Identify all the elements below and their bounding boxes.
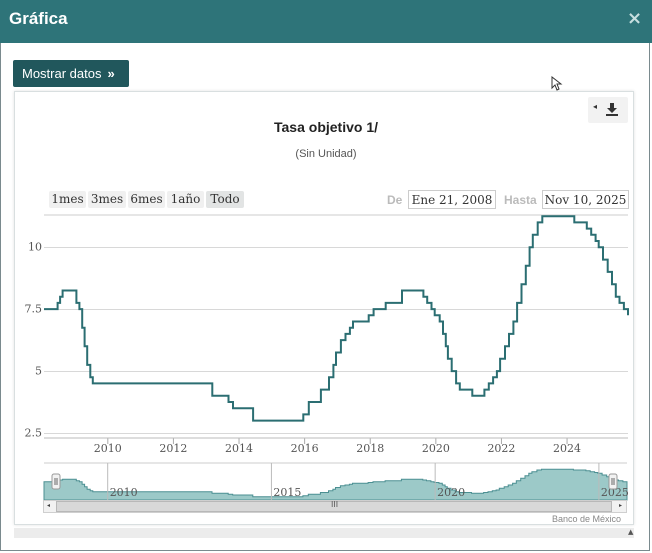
- range-button-todo[interactable]: Todo: [206, 191, 244, 208]
- x-tick-label: 2016: [291, 442, 319, 455]
- y-tick-label: 10: [28, 241, 42, 254]
- from-label: De: [387, 193, 403, 207]
- navigator-handle-right[interactable]: [608, 473, 618, 490]
- y-tick-label: 7.5: [25, 303, 43, 316]
- range-button-3mes[interactable]: 3mes: [88, 191, 126, 208]
- chart-panel: [14, 91, 634, 525]
- range-button-1ano[interactable]: 1año: [167, 191, 204, 208]
- x-tick-label: 2020: [422, 442, 450, 455]
- x-tick-label: 2018: [356, 442, 384, 455]
- caret-left-icon: ◂: [593, 102, 598, 111]
- from-date-input[interactable]: Ene 21, 2008: [408, 190, 496, 209]
- show-data-label: Mostrar datos: [22, 66, 102, 81]
- navigator-year-label: 2020: [437, 486, 465, 499]
- y-tick-label: 5: [35, 365, 42, 378]
- page-scrollbar[interactable]: [14, 528, 634, 538]
- dialog-titlebar: Gráfica: [0, 0, 652, 43]
- to-label: Hasta: [504, 193, 537, 207]
- navigator-series-area: [43, 468, 628, 501]
- x-tick-label: 2010: [94, 442, 122, 455]
- scrollbar-grip-icon: III: [331, 500, 339, 509]
- x-tick-label: 2014: [225, 442, 253, 455]
- chart-title: Tasa objetivo 1/: [274, 119, 378, 135]
- x-tick-label: 2012: [159, 442, 187, 455]
- series-line: [44, 215, 629, 422]
- scroll-up-arrow-icon[interactable]: ▲: [628, 528, 634, 536]
- navigator-year-label: 2025: [601, 486, 629, 499]
- export-menu-button[interactable]: ◂: [588, 97, 628, 123]
- double-chevron-right-icon: »: [107, 66, 114, 81]
- dialog-title: Gráfica: [9, 9, 68, 28]
- range-button-6mes[interactable]: 6mes: [128, 191, 165, 208]
- scroll-left-arrow-icon[interactable]: ◂: [47, 502, 51, 509]
- range-button-1mes[interactable]: 1mes: [49, 191, 86, 208]
- y-tick-label: 2.5: [25, 427, 43, 440]
- navigator-year-label: 2010: [110, 486, 138, 499]
- navigator-scrollbar-thumb[interactable]: [56, 501, 612, 512]
- close-icon[interactable]: ×: [627, 8, 643, 29]
- show-data-button[interactable]: Mostrar datos »: [13, 60, 129, 87]
- chart-credits[interactable]: Banco de México: [552, 514, 622, 524]
- mouse-cursor-icon: [551, 76, 563, 91]
- to-date-input[interactable]: Nov 10, 2025: [542, 190, 629, 209]
- chart-subtitle: (Sin Unidad): [295, 148, 357, 160]
- download-icon: [606, 103, 618, 116]
- x-tick-label: 2024: [553, 442, 581, 455]
- navigator-year-label: 2015: [273, 486, 301, 499]
- x-tick-label: 2022: [487, 442, 515, 455]
- navigator-handle-left[interactable]: [51, 473, 61, 490]
- scroll-right-arrow-icon[interactable]: ▸: [619, 502, 623, 509]
